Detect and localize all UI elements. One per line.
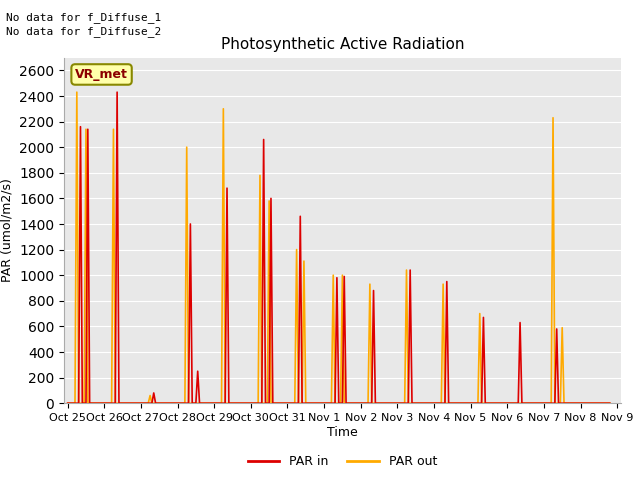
PAR in bbox=[368, 400, 376, 406]
PAR out bbox=[364, 400, 372, 406]
PAR in bbox=[333, 275, 340, 281]
X-axis label: Time: Time bbox=[327, 426, 358, 439]
PAR out bbox=[73, 89, 81, 95]
Line: PAR in: PAR in bbox=[68, 92, 610, 403]
PAR out bbox=[71, 400, 79, 406]
PAR out bbox=[258, 400, 266, 406]
PAR out bbox=[330, 272, 337, 278]
Title: Photosynthetic Active Radiation: Photosynthetic Active Radiation bbox=[221, 37, 464, 52]
PAR out bbox=[64, 400, 72, 406]
PAR out bbox=[606, 400, 614, 406]
Text: VR_met: VR_met bbox=[75, 68, 128, 81]
Text: No data for f_Diffuse_2: No data for f_Diffuse_2 bbox=[6, 26, 162, 37]
PAR in bbox=[340, 274, 348, 279]
PAR in bbox=[75, 400, 83, 406]
PAR in bbox=[113, 89, 121, 95]
PAR in bbox=[225, 400, 233, 406]
PAR out bbox=[339, 272, 346, 278]
PAR in bbox=[606, 400, 614, 406]
Line: PAR out: PAR out bbox=[68, 92, 610, 403]
Legend: PAR in, PAR out: PAR in, PAR out bbox=[243, 450, 442, 473]
PAR out bbox=[438, 400, 445, 406]
Y-axis label: PAR (umol/m2/s): PAR (umol/m2/s) bbox=[1, 179, 13, 282]
Text: No data for f_Diffuse_1: No data for f_Diffuse_1 bbox=[6, 12, 162, 23]
PAR in bbox=[64, 400, 72, 406]
PAR in bbox=[441, 400, 449, 406]
